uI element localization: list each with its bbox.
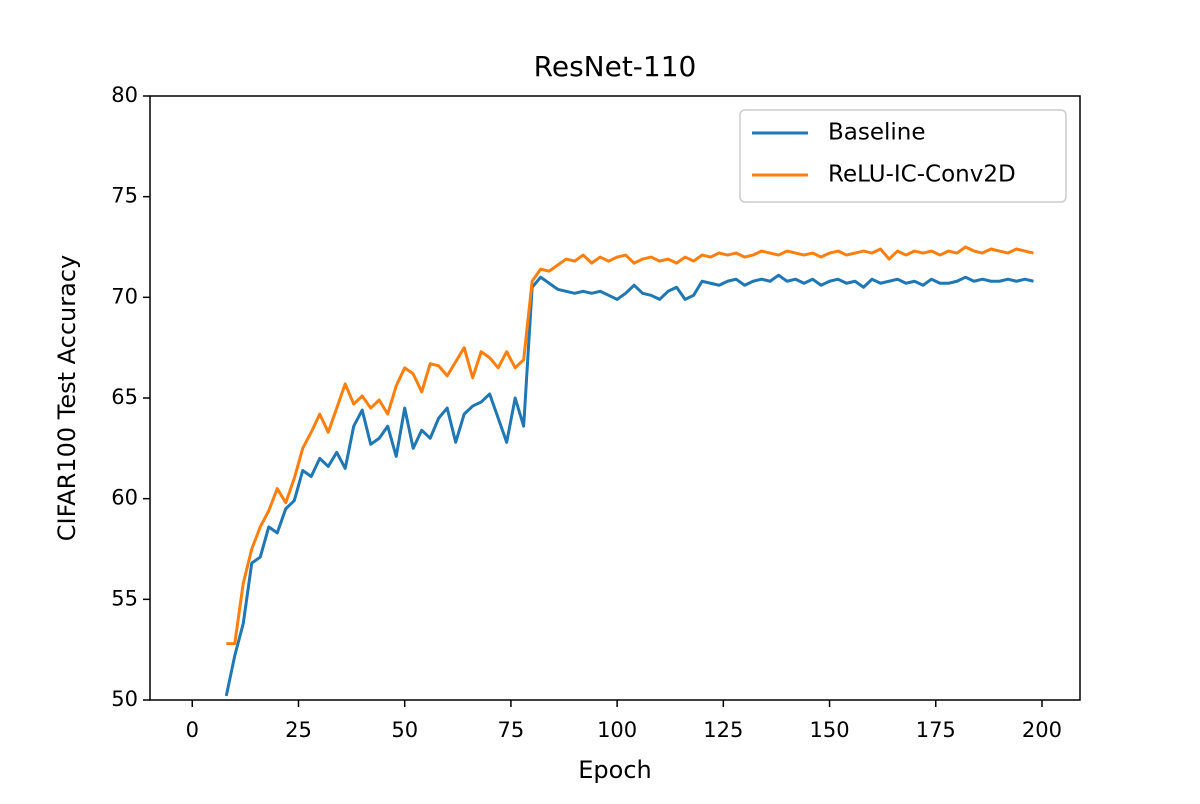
- x-tick-label: 175: [916, 718, 956, 742]
- plot-frame: [149, 95, 1081, 701]
- x-tick-label: 75: [498, 718, 525, 742]
- y-tick-label: 75: [111, 184, 138, 208]
- y-tick-label: 60: [111, 486, 138, 510]
- y-tick-label: 80: [111, 83, 138, 107]
- x-tick-label: 100: [597, 718, 637, 742]
- y-tick-label: 55: [111, 586, 138, 610]
- y-tick-label: 50: [111, 687, 138, 711]
- data-line: [226, 245, 1034, 646]
- y-tick-label: 65: [111, 385, 138, 409]
- x-tick-label: 200: [1022, 718, 1062, 742]
- x-axis-label: Epoch: [578, 756, 652, 784]
- chart-title: ResNet-110: [534, 50, 697, 83]
- y-axis-label: CIFAR100 Test Accuracy: [53, 255, 81, 541]
- legend-box: [739, 109, 1067, 203]
- y-tick-label: 70: [111, 284, 138, 308]
- plot-area: [224, 245, 1034, 697]
- x-tick-label: 150: [810, 718, 850, 742]
- data-line: [224, 273, 1034, 697]
- x-tick-label: 50: [391, 718, 418, 742]
- x-tick-label: 25: [285, 718, 312, 742]
- x-tick-label: 125: [703, 718, 743, 742]
- legend-label: Baseline: [828, 120, 926, 146]
- legend-label: ReLU-IC-Conv2D: [828, 162, 1016, 188]
- x-tick-label: 0: [186, 718, 199, 742]
